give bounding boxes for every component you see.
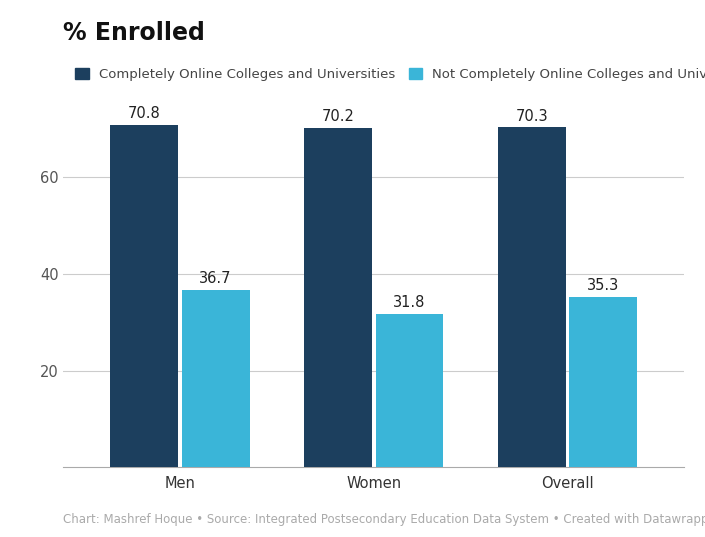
Text: 70.3: 70.3 (515, 108, 548, 124)
Text: 70.8: 70.8 (128, 106, 160, 121)
Bar (304, 128, 372, 467)
Text: 70.2: 70.2 (321, 109, 354, 124)
Bar (110, 125, 178, 467)
Text: 31.8: 31.8 (393, 295, 426, 310)
Legend: Completely Online Colleges and Universities, Not Completely Online Colleges and : Completely Online Colleges and Universit… (70, 63, 705, 86)
Text: 35.3: 35.3 (587, 278, 620, 293)
Bar (182, 290, 250, 467)
Bar (570, 296, 637, 467)
Text: 36.7: 36.7 (200, 271, 232, 286)
Text: Chart: Mashref Hoque • Source: Integrated Postsecondary Education Data System • : Chart: Mashref Hoque • Source: Integrate… (63, 513, 705, 526)
Text: % Enrolled: % Enrolled (63, 21, 205, 46)
Bar (498, 127, 565, 467)
Bar (376, 314, 443, 467)
